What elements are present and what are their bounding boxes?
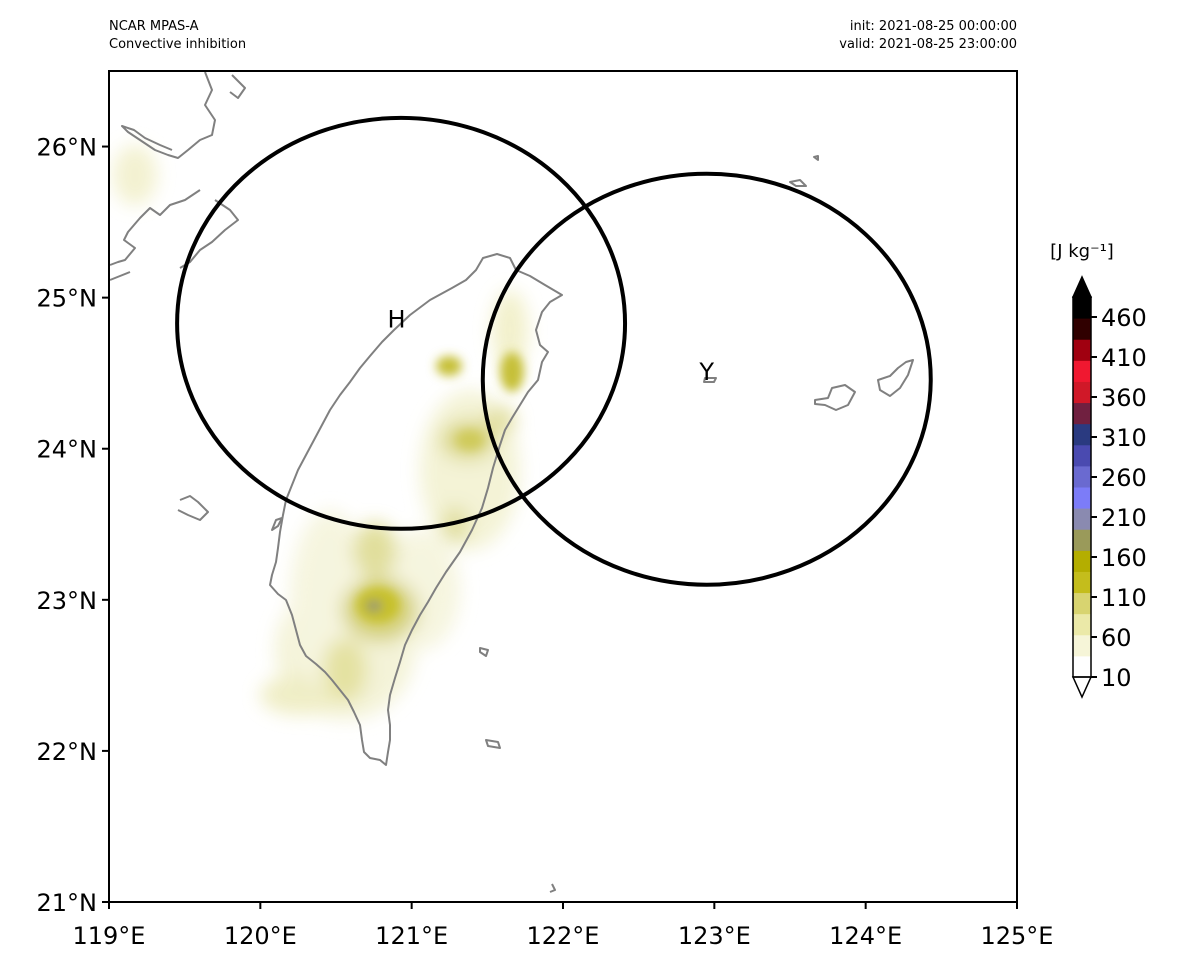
cin-shading bbox=[113, 145, 528, 720]
colorbar-swatch bbox=[1073, 381, 1091, 404]
colorbar-tick-label: 60 bbox=[1101, 624, 1132, 652]
colorbar-swatch bbox=[1073, 339, 1091, 361]
range-circle-2 bbox=[480, 171, 933, 587]
ryukyu-2 bbox=[877, 359, 914, 397]
figure-header-left: NCAR MPAS-A Convective inhibition bbox=[109, 18, 246, 54]
x-tick-label: 122°E bbox=[527, 922, 600, 950]
colorbar-swatch bbox=[1073, 318, 1091, 340]
x-tick-label: 120°E bbox=[224, 922, 297, 950]
colorbar-swatch bbox=[1073, 444, 1091, 467]
y-tick-label: 25°N bbox=[37, 285, 98, 313]
colorbar-swatch bbox=[1073, 402, 1091, 425]
colorbar-swatch bbox=[1073, 487, 1091, 509]
y-axis-ticks: 21°N 22°N 23°N 24°N 25°N 26°N bbox=[37, 134, 109, 917]
colorbar-outline bbox=[1072, 296, 1092, 678]
colorbar-tick-label: 410 bbox=[1101, 344, 1147, 372]
colorbar-swatch bbox=[1073, 634, 1091, 657]
colorbar-tick-label: 10 bbox=[1101, 664, 1132, 692]
islet-south bbox=[549, 883, 556, 893]
x-tick-label: 124°E bbox=[829, 922, 902, 950]
colorbar-units: [J kg⁻¹] bbox=[1050, 241, 1114, 262]
field-name: Convective inhibition bbox=[109, 37, 247, 52]
y-tick-label: 24°N bbox=[37, 436, 98, 464]
taiwan-coast bbox=[269, 253, 563, 766]
islet-3 bbox=[271, 517, 283, 531]
colorbar-tick-label: 260 bbox=[1101, 464, 1147, 492]
y-tick-label: 21°N bbox=[37, 889, 98, 917]
colorbar-tick-label: 210 bbox=[1101, 504, 1147, 532]
colorbar-swatch bbox=[1073, 550, 1091, 572]
figure-header-right: init: 2021-08-25 00:00:00 valid: 2021-08… bbox=[839, 18, 1017, 54]
colorbar-swatch bbox=[1073, 613, 1091, 636]
x-tick-label: 123°E bbox=[678, 922, 751, 950]
colorbar-tick-label: 360 bbox=[1101, 384, 1147, 412]
valid-time: valid: 2021-08-25 23:00:00 bbox=[839, 37, 1017, 52]
x-tick-label: 125°E bbox=[981, 922, 1054, 950]
marker-h: H bbox=[388, 305, 406, 333]
islet-2 bbox=[485, 739, 501, 749]
y-tick-label: 26°N bbox=[37, 134, 98, 162]
colorbar-swatch bbox=[1073, 655, 1091, 678]
y-tick-label: 22°N bbox=[37, 738, 98, 766]
colorbar-swatch bbox=[1073, 297, 1091, 319]
colorbar-tick-label: 460 bbox=[1101, 304, 1147, 332]
x-axis-ticks: 119°E 120°E 121°E 122°E 123°E 124°E 125°E bbox=[73, 902, 1054, 950]
coastlines bbox=[109, 71, 914, 893]
islet-y bbox=[703, 377, 717, 383]
station-markers: HY bbox=[388, 305, 715, 386]
map-frame bbox=[108, 70, 1018, 903]
colorbar-extend-max bbox=[1071, 275, 1093, 298]
china-coast bbox=[109, 71, 246, 521]
range-circle-1 bbox=[175, 115, 628, 531]
model-name: NCAR MPAS-A bbox=[109, 19, 199, 34]
ryukyu-1 bbox=[814, 384, 856, 411]
colorbar-swatch bbox=[1073, 508, 1091, 530]
islet-1 bbox=[479, 647, 489, 657]
colorbar-swatch bbox=[1073, 465, 1091, 488]
init-time: init: 2021-08-25 00:00:00 bbox=[849, 19, 1017, 34]
x-tick-label: 121°E bbox=[375, 922, 448, 950]
colorbar-tick-label: 110 bbox=[1101, 584, 1147, 612]
colorbar-swatch bbox=[1073, 423, 1091, 446]
marker-y: Y bbox=[698, 358, 714, 386]
x-tick-label: 119°E bbox=[73, 922, 146, 950]
colorbar-swatch bbox=[1073, 592, 1091, 615]
colorbar: 10 60 110 160 210 260 310 360 410 460 bbox=[1071, 275, 1147, 699]
islet-north-2 bbox=[813, 155, 819, 161]
y-tick-label: 23°N bbox=[37, 587, 98, 615]
range-circles bbox=[175, 115, 933, 587]
colorbar-tick-label: 160 bbox=[1101, 544, 1147, 572]
colorbar-swatch bbox=[1073, 360, 1091, 382]
colorbar-tick-label: 310 bbox=[1101, 424, 1147, 452]
colorbar-swatch bbox=[1073, 571, 1091, 594]
colorbar-extend-min bbox=[1071, 676, 1093, 699]
colorbar-swatch bbox=[1073, 529, 1091, 551]
islet-north-1 bbox=[789, 179, 807, 187]
